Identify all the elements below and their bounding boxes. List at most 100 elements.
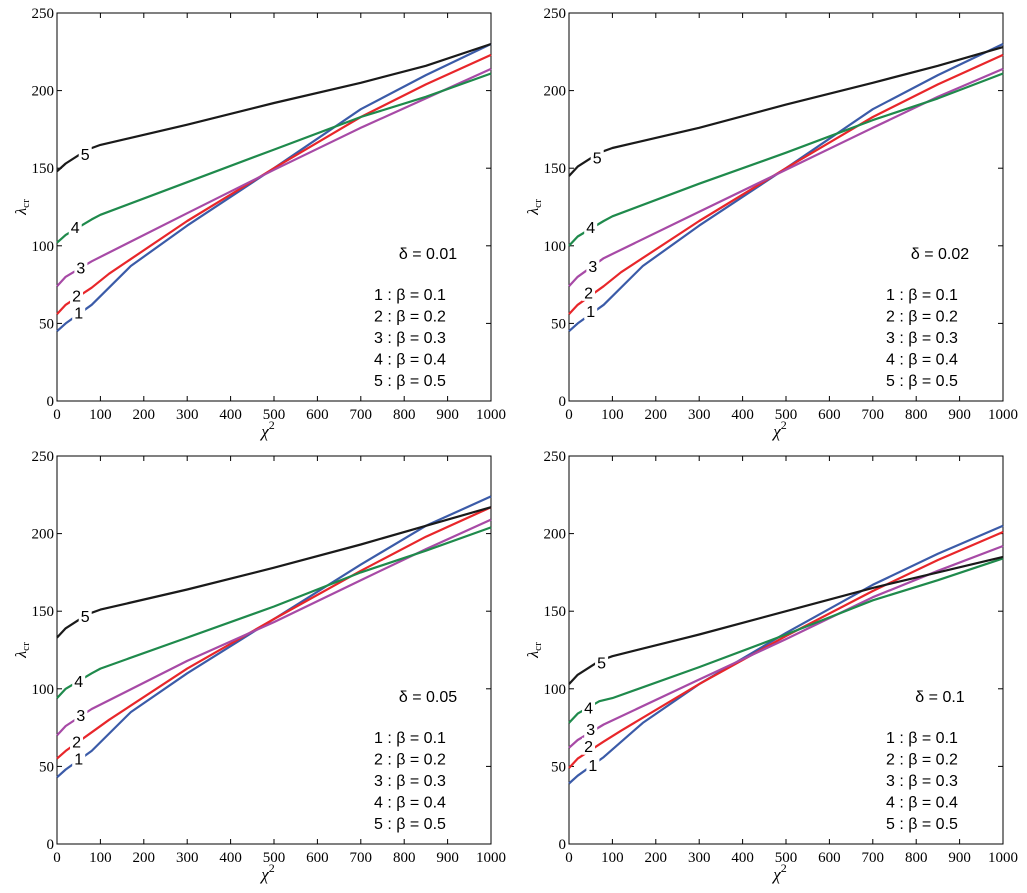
legend-entry: 1 : β = 0.1 [374,730,446,747]
legend-entry: 4 : β = 0.4 [374,352,446,369]
x-axis-label: χ2 [771,418,786,441]
chart-panel-top-right: 0 100 200 300 400 500 600 700 800 900 100005010015… [525,6,1018,441]
series-line-3 [56,67,492,287]
x-tick-label: 400 [731,407,754,423]
x-tick-label: 500 [775,850,798,866]
curve-label-5: 5 [597,655,606,672]
curve-label-4: 4 [586,220,595,237]
legend-entry: 2 : β = 0.2 [886,752,958,769]
curve-label-bg [586,257,600,275]
x-tick-label: 200 [645,407,668,423]
x-axis-label-superscript: 2 [269,861,275,875]
x-tick-label: 900 [948,407,971,423]
curve-label-bg [582,737,596,755]
series-line-5 [568,555,1004,685]
x-tick-label: 0 [565,407,573,423]
curve-label-bg [72,304,86,322]
legend-entry: 1 : β = 0.1 [886,287,958,304]
x-tick-label: 200 [133,407,156,423]
x-axis-label: χ2 [259,861,274,884]
curve-label-2: 2 [72,735,81,752]
x-tick-label: 500 [775,407,798,423]
x-axis-label-superscript: 2 [781,418,787,432]
delta-annotation: δ = 0.1 [915,689,964,706]
curve-label-bg [584,302,598,320]
y-tick-label: 0 [47,394,55,410]
x-tick-label: 300 [688,407,711,423]
y-tick-label: 150 [544,604,567,620]
curve-label-4: 4 [71,220,80,237]
y-axis-label-subscript: cr [532,642,544,651]
x-tick-label: 600 [818,407,841,423]
chart-panel-bottom-right: 0 100 200 300 400 500 600 700 800 900 100005010015… [525,449,1018,884]
y-tick-label: 250 [544,6,567,22]
series-line-5 [56,506,492,639]
curve-label-1: 1 [74,752,83,769]
legend-entry: 3 : β = 0.3 [374,330,446,347]
x-tick-label: 1000 [476,407,506,423]
y-tick-label: 50 [39,759,54,775]
y-axis-label: λcr [525,199,544,216]
curve-label-1: 1 [74,306,83,323]
y-tick-label: 150 [32,604,55,620]
y-tick-label: 100 [544,239,567,255]
curve-label-bg [584,218,598,236]
x-tick-label: 200 [133,850,156,866]
y-axis-label: λcr [13,642,32,659]
curve-label-4: 4 [584,700,593,717]
x-tick-label: 500 [263,407,286,423]
curve-label-bg [584,720,598,738]
y-tick-label: 100 [32,682,55,698]
x-tick-label: 700 [862,850,885,866]
x-tick-label: 100 [601,407,624,423]
series-line-3 [568,544,1004,749]
curve-label-bg [78,145,92,163]
legend-entry: 4 : β = 0.4 [374,795,446,812]
legend-entry: 5 : β = 0.5 [374,816,446,833]
curve-label-bg [72,672,86,690]
y-axis-label-main: λ [13,208,30,216]
x-axis-label: χ2 [259,418,274,441]
x-tick-label: 100 [89,850,112,866]
series-line-5 [56,42,492,173]
x-tick-label: 100 [601,850,624,866]
x-tick-label: 300 [176,407,199,423]
y-axis-label-subscript: cr [20,642,32,651]
legend-entry: 4 : β = 0.4 [886,352,958,369]
x-tick-label: 300 [176,850,199,866]
x-tick-label: 900 [436,850,459,866]
curve-label-bg [582,698,596,716]
x-tick-label: 0 [53,850,61,866]
y-tick-label: 150 [32,161,55,177]
series-line-4 [56,526,492,699]
x-tick-label: 800 [393,407,416,423]
x-tick-label: 200 [645,850,668,866]
y-tick-label: 0 [559,837,567,853]
legend-entry: 1 : β = 0.1 [886,730,958,747]
legend-entry: 3 : β = 0.3 [886,773,958,790]
legend-entry: 4 : β = 0.4 [886,795,958,812]
curve-label-bg [74,706,88,724]
curve-label-2: 2 [72,288,81,305]
y-axis-label-subscript: cr [532,199,544,208]
y-tick-label: 100 [32,239,55,255]
y-axis-label: λcr [13,199,32,216]
curve-label-2: 2 [584,285,593,302]
curve-label-bg [590,148,604,166]
curve-label-bg [582,283,596,301]
x-tick-label: 700 [350,407,373,423]
x-axis-label: χ2 [771,861,786,884]
legend-entry: 5 : β = 0.5 [374,373,446,390]
curve-label-bg [78,607,92,625]
y-tick-label: 250 [544,449,567,465]
y-axis-label-main: λ [13,651,30,659]
x-tick-label: 600 [818,850,841,866]
curve-label-bg [595,653,609,671]
curve-label-2: 2 [584,739,593,756]
y-axis-label: λcr [525,642,544,659]
y-tick-label: 200 [32,84,55,100]
delta-annotation: δ = 0.05 [399,689,457,706]
x-tick-label: 400 [219,407,242,423]
y-tick-label: 50 [551,759,566,775]
